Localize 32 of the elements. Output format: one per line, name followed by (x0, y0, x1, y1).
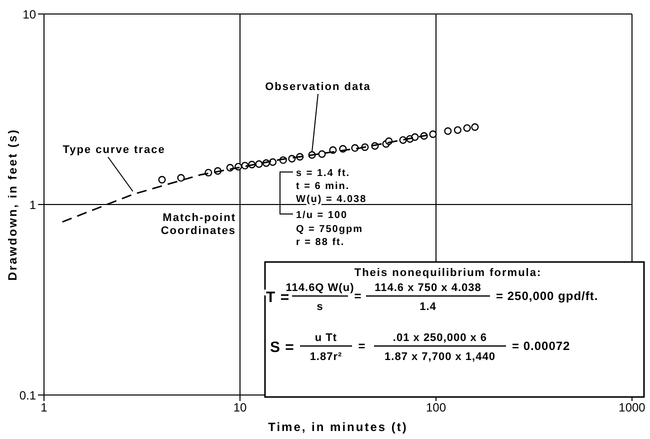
y-tick-label: 1 (29, 198, 36, 212)
x-tick-label: 100 (426, 400, 446, 415)
annotation: s = 1.4 ft. (296, 168, 350, 179)
annotation: Type curve trace (62, 144, 166, 156)
annotation: s (316, 301, 324, 313)
annotation: 1.87r² (310, 351, 342, 363)
annotation: Theis nonequilibrium formula: (354, 267, 542, 279)
annotation: Match-point Coordinates (160, 212, 236, 237)
y-tick-label: 0.1 (19, 388, 36, 402)
x-axis-title: Time, in minutes (t) (268, 420, 408, 434)
annotation: 1.87 x 7,700 x 1,440 (384, 351, 496, 363)
x-tick-label: 1 (40, 400, 48, 415)
y-tick-label: 10 (22, 7, 36, 22)
annotation: = (354, 289, 362, 303)
x-tick-label: 10 (233, 400, 247, 415)
x-tick-label: 1000 (618, 400, 646, 415)
annotation: t = 6 min. (296, 181, 350, 192)
y-axis-title: Drawdown, in feet (s) (5, 128, 20, 281)
annotation: = 250,000 gpd/ft. (496, 289, 598, 303)
annotation: .01 x 250,000 x 6 (392, 332, 488, 344)
annotation: Q = 750gpm (296, 224, 363, 235)
annotation: 1/u = 100 (296, 210, 348, 221)
annotation: 114.6Q W(u) (286, 282, 354, 294)
annotation: 1.4 (420, 301, 437, 313)
annotation: = 0.00072 (512, 339, 570, 353)
annotation: Observation data (265, 81, 371, 93)
annotation: = (358, 339, 366, 353)
annotation: u Tt (314, 332, 338, 344)
annotation: r = 88 ft. (296, 237, 345, 248)
annotation: W(u) = 4.038 (296, 194, 367, 205)
annotation: 114.6 x 750 x 4.038 (374, 282, 482, 294)
annotation: S = (270, 339, 294, 356)
